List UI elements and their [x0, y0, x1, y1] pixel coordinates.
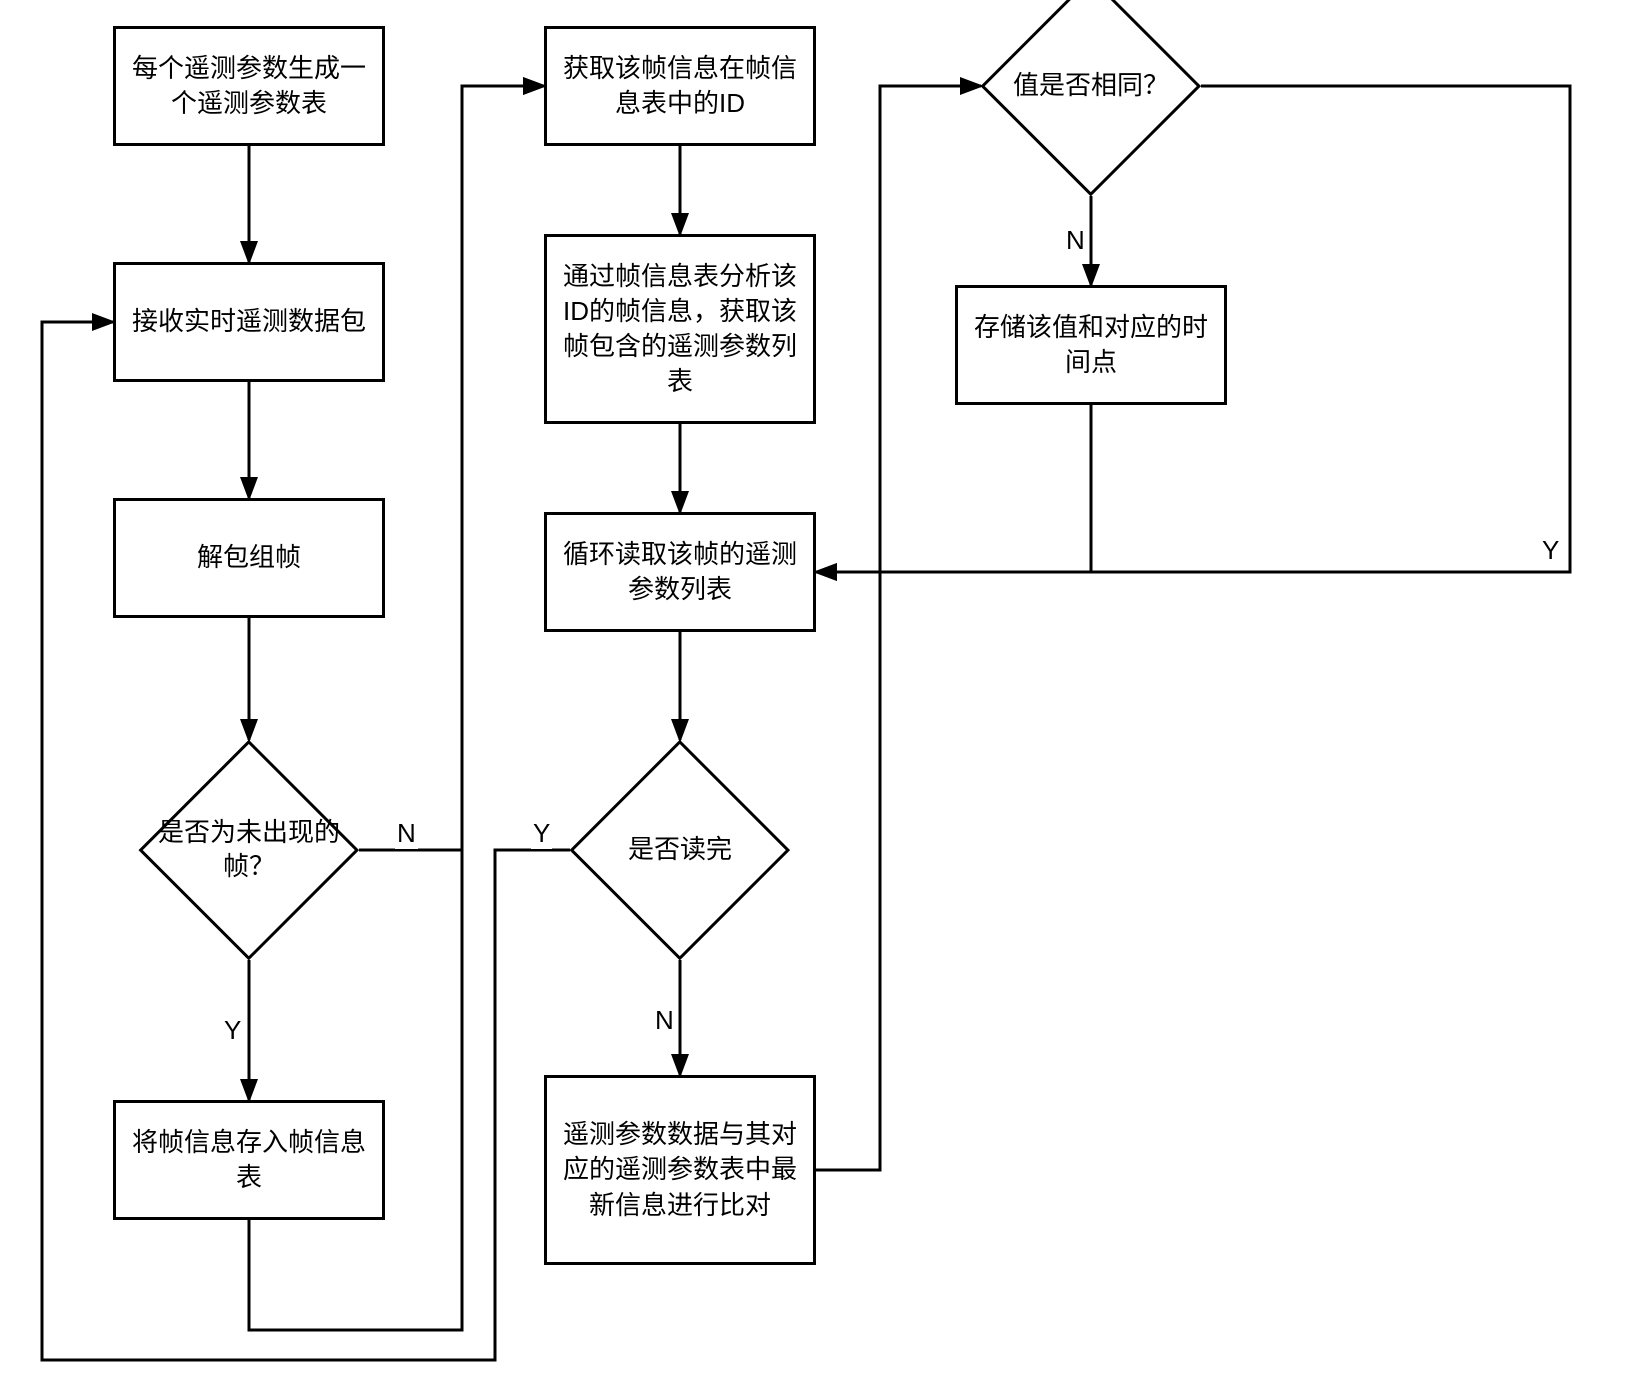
flow-edge	[816, 86, 981, 1170]
flow-node-n1: 每个遥测参数生成一个遥测参数表	[113, 26, 385, 146]
node-text: 接收实时遥测数据包	[132, 304, 366, 339]
flow-decision-d1: 是否为未出现的帧？	[171, 772, 327, 928]
flow-edge	[359, 86, 544, 850]
flow-node-n4: 将帧信息存入帧信息表	[113, 1100, 385, 1220]
node-text: 值是否相同？	[982, 69, 1200, 103]
edge-label: N	[395, 818, 418, 849]
edge-label: Y	[1540, 535, 1561, 566]
flow-node-n6: 通过帧信息表分析该ID的帧信息，获取该帧包含的遥测参数列表	[544, 234, 816, 424]
flow-edge	[816, 405, 1091, 572]
node-text: 遥测参数数据与其对应的遥测参数表中最新信息进行比对	[555, 1117, 805, 1222]
flow-decision-d2: 是否读完	[602, 772, 758, 928]
flow-node-n7: 循环读取该帧的遥测参数列表	[544, 512, 816, 632]
node-text: 获取该帧信息在帧信息表中的ID	[555, 51, 805, 121]
flow-node-n5: 获取该帧信息在帧信息表中的ID	[544, 26, 816, 146]
edge-label: Y	[222, 1015, 243, 1046]
flow-node-n9: 存储该值和对应的时间点	[955, 285, 1227, 405]
node-text: 循环读取该帧的遥测参数列表	[555, 537, 805, 607]
flow-node-n8: 遥测参数数据与其对应的遥测参数表中最新信息进行比对	[544, 1075, 816, 1265]
node-text: 解包组帧	[197, 540, 301, 575]
flow-node-n3: 解包组帧	[113, 498, 385, 618]
edge-label: N	[1064, 225, 1087, 256]
edge-label: N	[653, 1005, 676, 1036]
node-text: 通过帧信息表分析该ID的帧信息，获取该帧包含的遥测参数列表	[555, 259, 805, 399]
flow-node-n2: 接收实时遥测数据包	[113, 262, 385, 382]
node-text: 将帧信息存入帧信息表	[124, 1125, 374, 1195]
node-text: 是否为未出现的帧？	[140, 816, 358, 884]
node-text: 存储该值和对应的时间点	[966, 310, 1216, 380]
edge-label: Y	[531, 818, 552, 849]
node-text: 是否读完	[571, 833, 789, 867]
node-text: 每个遥测参数生成一个遥测参数表	[124, 51, 374, 121]
flow-decision-d3: 值是否相同？	[1013, 8, 1169, 164]
